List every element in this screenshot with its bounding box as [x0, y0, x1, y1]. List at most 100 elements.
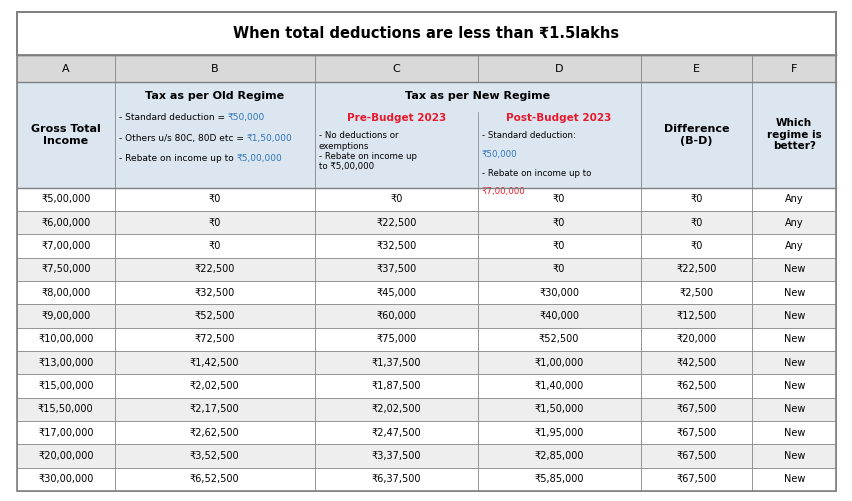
Text: Pre-Budget 2023: Pre-Budget 2023: [346, 113, 446, 123]
Bar: [114, 281, 314, 304]
Text: ₹52,500: ₹52,500: [194, 311, 234, 321]
Text: ₹22,500: ₹22,500: [376, 217, 416, 227]
Text: - Rebate on income up to: - Rebate on income up to: [481, 168, 590, 177]
Text: ₹20,000: ₹20,000: [676, 334, 716, 344]
Bar: [114, 328, 314, 351]
Bar: [751, 421, 835, 444]
Bar: [640, 281, 751, 304]
Bar: [114, 398, 314, 421]
Text: A: A: [62, 64, 70, 74]
Bar: [17, 55, 114, 82]
Text: ₹75,000: ₹75,000: [376, 334, 416, 344]
Bar: [751, 234, 835, 258]
Bar: [640, 211, 751, 234]
Text: ₹1,50,000: ₹1,50,000: [246, 134, 292, 143]
Bar: [314, 328, 477, 351]
Bar: [114, 188, 314, 211]
Text: New: New: [783, 311, 804, 321]
Bar: [751, 211, 835, 234]
Text: ₹2,17,500: ₹2,17,500: [190, 404, 239, 414]
Bar: [640, 328, 751, 351]
Text: ₹9,00,000: ₹9,00,000: [41, 311, 90, 321]
Text: New: New: [783, 404, 804, 414]
Text: ₹42,500: ₹42,500: [676, 358, 716, 368]
Text: ₹2,62,500: ₹2,62,500: [190, 428, 239, 438]
Bar: [314, 398, 477, 421]
Text: ₹62,500: ₹62,500: [676, 381, 716, 391]
Bar: [314, 444, 477, 468]
Bar: [640, 55, 751, 82]
Text: Any: Any: [784, 241, 803, 251]
Bar: [751, 374, 835, 398]
Text: B: B: [210, 64, 218, 74]
Bar: [640, 468, 751, 491]
Text: ₹37,500: ₹37,500: [376, 265, 416, 275]
Bar: [477, 421, 640, 444]
Bar: [314, 351, 477, 374]
Text: ₹1,37,500: ₹1,37,500: [371, 358, 421, 368]
Bar: [17, 468, 114, 491]
Text: ₹5,00,000: ₹5,00,000: [236, 154, 282, 163]
Text: ₹15,50,000: ₹15,50,000: [37, 404, 94, 414]
Text: C: C: [392, 64, 400, 74]
Text: ₹0: ₹0: [689, 194, 702, 204]
Text: ₹0: ₹0: [208, 217, 221, 227]
Bar: [477, 468, 640, 491]
Text: ₹2,02,500: ₹2,02,500: [190, 381, 239, 391]
Text: Post-Budget 2023: Post-Budget 2023: [506, 113, 611, 123]
Bar: [751, 444, 835, 468]
Bar: [477, 188, 640, 211]
Bar: [477, 304, 640, 328]
Bar: [114, 211, 314, 234]
Text: ₹3,52,500: ₹3,52,500: [190, 451, 239, 461]
Bar: [114, 55, 314, 82]
Text: New: New: [783, 381, 804, 391]
Text: ₹12,500: ₹12,500: [676, 311, 716, 321]
Text: ₹72,500: ₹72,500: [194, 334, 234, 344]
Bar: [17, 258, 114, 281]
Bar: [477, 328, 640, 351]
Bar: [640, 444, 751, 468]
Text: ₹0: ₹0: [208, 241, 221, 251]
Text: Tax as per New Regime: Tax as per New Regime: [405, 91, 550, 101]
Text: ₹0: ₹0: [552, 194, 565, 204]
Bar: [17, 234, 114, 258]
Text: ₹6,00,000: ₹6,00,000: [41, 217, 90, 227]
Bar: [640, 374, 751, 398]
Text: ₹2,47,500: ₹2,47,500: [371, 428, 421, 438]
Text: New: New: [783, 451, 804, 461]
Text: ₹2,02,500: ₹2,02,500: [371, 404, 421, 414]
Text: ₹0: ₹0: [552, 265, 565, 275]
Bar: [640, 421, 751, 444]
Bar: [751, 55, 835, 82]
Text: ₹17,00,000: ₹17,00,000: [38, 428, 94, 438]
Bar: [477, 55, 640, 82]
Text: ₹30,000: ₹30,000: [538, 288, 579, 298]
Bar: [314, 281, 477, 304]
Text: ₹67,500: ₹67,500: [676, 428, 716, 438]
Text: ₹67,500: ₹67,500: [676, 404, 716, 414]
Bar: [17, 351, 114, 374]
Bar: [314, 468, 477, 491]
Bar: [477, 374, 640, 398]
Bar: [751, 304, 835, 328]
Text: Gross Total
Income: Gross Total Income: [31, 124, 101, 146]
Text: ₹1,87,500: ₹1,87,500: [371, 381, 421, 391]
Bar: [114, 374, 314, 398]
Text: ₹2,500: ₹2,500: [678, 288, 712, 298]
Bar: [477, 351, 640, 374]
Text: ₹60,000: ₹60,000: [376, 311, 416, 321]
Bar: [314, 374, 477, 398]
Text: Any: Any: [784, 194, 803, 204]
Text: ₹6,37,500: ₹6,37,500: [371, 474, 421, 484]
Bar: [17, 304, 114, 328]
Bar: [314, 211, 477, 234]
Text: ₹67,500: ₹67,500: [676, 474, 716, 484]
Text: ₹7,00,000: ₹7,00,000: [41, 241, 90, 251]
Text: - Standard deduction =: - Standard deduction =: [118, 113, 227, 122]
Bar: [751, 281, 835, 304]
Text: ₹3,37,500: ₹3,37,500: [371, 451, 421, 461]
Text: ₹1,40,000: ₹1,40,000: [534, 381, 583, 391]
Text: ₹52,500: ₹52,500: [538, 334, 579, 344]
Text: - Others u/s 80C, 80D etc =: - Others u/s 80C, 80D etc =: [118, 134, 246, 143]
